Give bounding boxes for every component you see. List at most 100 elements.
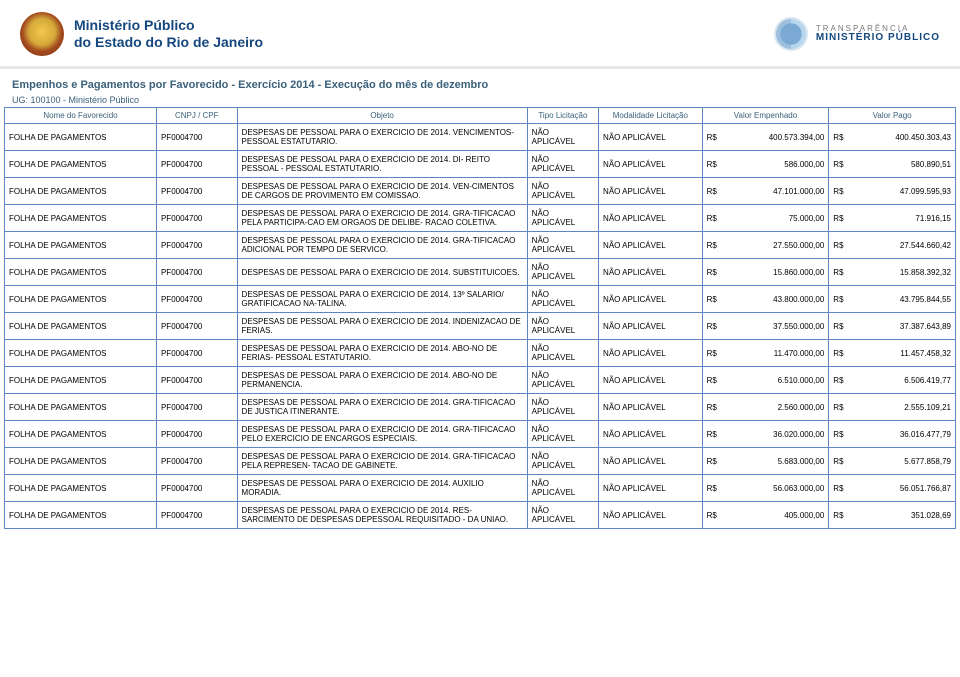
cell-favorecido: FOLHA DE PAGAMENTOS xyxy=(5,448,157,475)
cell-objeto: DESPESAS DE PESSOAL PARA O EXERCICIO DE … xyxy=(237,367,527,394)
cell-empenhado-value: 56.063.000,00 xyxy=(773,484,824,493)
cell-pago-value: 43.795.844,55 xyxy=(900,295,951,304)
currency-symbol: R$ xyxy=(833,457,847,466)
cell-pago: R$ 27.544.660,42 xyxy=(829,232,956,259)
cell-favorecido: FOLHA DE PAGAMENTOS xyxy=(5,313,157,340)
currency-symbol: R$ xyxy=(833,430,847,439)
cell-pago-value: 11.457.458,32 xyxy=(900,349,951,358)
cell-pago-value: 15.858.392,32 xyxy=(900,268,951,277)
col-modalidade: Modalidade Licitação xyxy=(599,108,703,124)
cell-cnpj: PF0004700 xyxy=(156,367,237,394)
table-header-row: Nome do Favorecido CNPJ / CPF Objeto Tip… xyxy=(5,108,956,124)
cell-modalidade: NÃO APLICÁVEL xyxy=(599,286,703,313)
org-title-line2: do Estado do Rio de Janeiro xyxy=(74,34,263,52)
col-empenhado: Valor Empenhado xyxy=(702,108,829,124)
currency-symbol: R$ xyxy=(833,214,847,223)
currency-symbol: R$ xyxy=(833,295,847,304)
col-pago: Valor Pago xyxy=(829,108,956,124)
cell-objeto: DESPESAS DE PESSOAL PARA O EXERCICIO DE … xyxy=(237,232,527,259)
cell-favorecido: FOLHA DE PAGAMENTOS xyxy=(5,205,157,232)
cell-tipo: NÃO APLICÁVEL xyxy=(527,151,598,178)
cell-empenhado: R$47.101.000,00 xyxy=(702,178,829,205)
cell-modalidade: NÃO APLICÁVEL xyxy=(599,421,703,448)
currency-symbol: R$ xyxy=(707,349,721,358)
cell-cnpj: PF0004700 xyxy=(156,286,237,313)
cell-objeto: DESPESAS DE PESSOAL PARA O EXERCICIO DE … xyxy=(237,151,527,178)
table-row: FOLHA DE PAGAMENTOSPF0004700DESPESAS DE … xyxy=(5,340,956,367)
cell-pago-value: 27.544.660,42 xyxy=(900,241,951,250)
org-title-line1: Ministério Público xyxy=(74,17,263,35)
currency-symbol: R$ xyxy=(833,133,847,142)
table-row: FOLHA DE PAGAMENTOSPF0004700DESPESAS DE … xyxy=(5,421,956,448)
cell-empenhado: R$ 27.550.000,00 xyxy=(702,232,829,259)
cell-pago-value: 400.450.303,43 xyxy=(895,133,951,142)
page-header: Ministério Público do Estado do Rio de J… xyxy=(0,0,960,66)
cell-modalidade: NÃO APLICÁVEL xyxy=(599,394,703,421)
currency-symbol: R$ xyxy=(707,457,721,466)
cell-pago: R$ 56.051.766,87 xyxy=(829,475,956,502)
cell-empenhado: R$11.470.000,00 xyxy=(702,340,829,367)
cell-empenhado: R$6.510.000,00 xyxy=(702,367,829,394)
cell-favorecido: FOLHA DE PAGAMENTOS xyxy=(5,475,157,502)
currency-symbol: R$ xyxy=(833,403,847,412)
cell-favorecido: FOLHA DE PAGAMENTOS xyxy=(5,421,157,448)
cell-empenhado-value: 5.683.000,00 xyxy=(778,457,825,466)
currency-symbol: R$ xyxy=(707,295,721,304)
cell-empenhado-value: 27.550.000,00 xyxy=(773,241,824,250)
col-favorecido: Nome do Favorecido xyxy=(5,108,157,124)
transparencia-line2: MINISTÉRIO PÚBLICO xyxy=(816,33,940,44)
cell-cnpj: PF0004700 xyxy=(156,394,237,421)
cell-cnpj: PF0004700 xyxy=(156,124,237,151)
cell-favorecido: FOLHA DE PAGAMENTOS xyxy=(5,394,157,421)
currency-symbol: R$ xyxy=(707,322,721,331)
currency-symbol: R$ xyxy=(707,511,721,520)
cell-cnpj: PF0004700 xyxy=(156,421,237,448)
cell-objeto: DESPESAS DE PESSOAL PARA O EXERCICIO DE … xyxy=(237,475,527,502)
cell-pago: R$36.016.477,79 xyxy=(829,421,956,448)
cell-pago-value: 5.677.858,79 xyxy=(904,457,951,466)
header-divider xyxy=(0,66,960,69)
cell-cnpj: PF0004700 xyxy=(156,448,237,475)
cell-pago: R$ 5.677.858,79 xyxy=(829,448,956,475)
cell-pago-value: 47.099.595,93 xyxy=(900,187,951,196)
cell-empenhado: R$75.000,00 xyxy=(702,205,829,232)
cell-objeto: DESPESAS DE PESSOAL PARA O EXERCICIO DE … xyxy=(237,124,527,151)
cell-empenhado-value: 75.000,00 xyxy=(789,214,825,223)
currency-symbol: R$ xyxy=(707,484,721,493)
cell-empenhado: R$43.800.000,00 xyxy=(702,286,829,313)
cell-modalidade: NÃO APLICÁVEL xyxy=(599,448,703,475)
cell-empenhado: R$15.860.000,00 xyxy=(702,259,829,286)
cell-modalidade: NÃO APLICÁVEL xyxy=(599,205,703,232)
cell-pago-value: 71.916,15 xyxy=(915,214,951,223)
cell-empenhado-value: 586.000,00 xyxy=(784,160,824,169)
currency-symbol: R$ xyxy=(707,160,721,169)
table-row: FOLHA DE PAGAMENTOSPF0004700DESPESAS DE … xyxy=(5,475,956,502)
currency-symbol: R$ xyxy=(707,403,721,412)
cell-objeto: DESPESAS DE PESSOAL PARA O EXERCICIO DE … xyxy=(237,178,527,205)
table-row: FOLHA DE PAGAMENTOSPF0004700DESPESAS DE … xyxy=(5,124,956,151)
cell-pago: R$351.028,69 xyxy=(829,502,956,529)
currency-symbol: R$ xyxy=(833,241,847,250)
cell-cnpj: PF0004700 xyxy=(156,502,237,529)
currency-symbol: R$ xyxy=(707,241,721,250)
cell-pago: R$6.506.419,77 xyxy=(829,367,956,394)
currency-symbol: R$ xyxy=(707,133,721,142)
cell-tipo: NÃO APLICÁVEL xyxy=(527,286,598,313)
cell-cnpj: PF0004700 xyxy=(156,313,237,340)
table-row: FOLHA DE PAGAMENTOSPF0004700DESPESAS DE … xyxy=(5,367,956,394)
cell-objeto: DESPESAS DE PESSOAL PARA O EXERCICIO DE … xyxy=(237,421,527,448)
currency-symbol: R$ xyxy=(833,349,847,358)
cell-modalidade: NÃO APLICÁVEL xyxy=(599,340,703,367)
cell-objeto: DESPESAS DE PESSOAL PARA O EXERCICIO DE … xyxy=(237,340,527,367)
currency-symbol: R$ xyxy=(833,484,847,493)
table-row: FOLHA DE PAGAMENTOSPF0004700DESPESAS DE … xyxy=(5,205,956,232)
cell-modalidade: NÃO APLICÁVEL xyxy=(599,232,703,259)
cell-empenhado: R$405.000,00 xyxy=(702,502,829,529)
cell-pago-value: 56.051.766,87 xyxy=(900,484,951,493)
cell-empenhado: R$ 56.063.000,00 xyxy=(702,475,829,502)
cell-empenhado: R$ 5.683.000,00 xyxy=(702,448,829,475)
table-row: FOLHA DE PAGAMENTOSPF0004700DESPESAS DE … xyxy=(5,448,956,475)
cell-tipo: NÃO APLICÁVEL xyxy=(527,502,598,529)
cell-pago-value: 6.506.419,77 xyxy=(904,376,951,385)
cell-tipo: NÃO APLICÁVEL xyxy=(527,367,598,394)
